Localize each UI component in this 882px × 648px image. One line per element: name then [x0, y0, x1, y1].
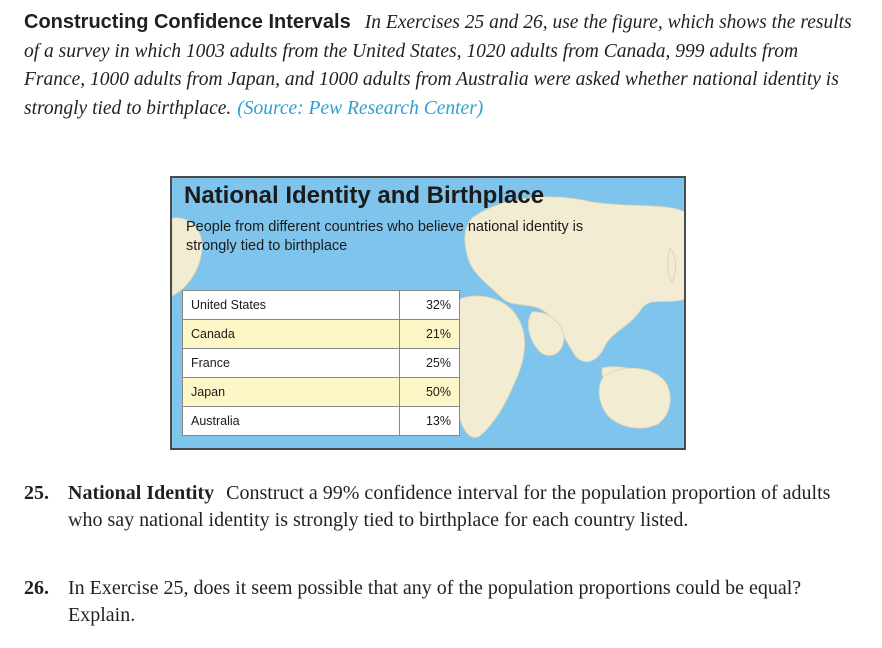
exercise-26: 26. In Exercise 25, does it seem possibl…	[24, 575, 860, 629]
table-row: Canada 21%	[182, 319, 460, 349]
table-row: France 25%	[182, 348, 460, 378]
americas-landmass	[172, 217, 203, 297]
exercise-25: 25. National Identity Construct a 99% con…	[24, 480, 860, 534]
results-table: United States 32% Canada 21% France 25% …	[182, 290, 460, 436]
source-citation: (Source: Pew Research Center)	[237, 97, 484, 119]
percent-cell: 32%	[399, 290, 460, 320]
table-row: Australia 13%	[182, 406, 460, 436]
australia-landmass	[598, 367, 671, 429]
country-cell: Japan	[182, 377, 400, 407]
percent-cell: 50%	[399, 377, 460, 407]
intro-paragraph: Constructing Confidence Intervals In Exer…	[24, 8, 860, 123]
table-row: Japan 50%	[182, 377, 460, 407]
exercise-text: In Exercise 25, does it seem possible th…	[68, 577, 802, 626]
exercise-number: 25.	[24, 482, 49, 504]
world-map-background	[172, 196, 684, 438]
country-cell: United States	[182, 290, 400, 320]
country-cell: Canada	[182, 319, 400, 349]
country-cell: France	[182, 348, 400, 378]
percent-cell: 25%	[399, 348, 460, 378]
exercise-title: National Identity	[68, 482, 215, 504]
percent-cell: 21%	[399, 319, 460, 349]
table-row: United States 32%	[182, 290, 460, 320]
exercise-text: Construct a 99% confidence interval for …	[68, 482, 831, 531]
figure-title: National Identity and Birthplace	[184, 182, 545, 209]
arabia-landmass	[527, 311, 565, 356]
percent-cell: 13%	[399, 406, 460, 436]
section-heading: Constructing Confidence Intervals	[24, 11, 351, 33]
exercise-number: 26.	[24, 577, 49, 599]
figure-subtitle: People from different countries who beli…	[186, 219, 584, 254]
survey-figure: National Identity and Birthplace People …	[170, 176, 686, 450]
country-cell: Australia	[182, 406, 400, 436]
japan-landmass	[667, 247, 676, 283]
europe-landmass	[464, 196, 684, 362]
intro-text: In Exercises 25 and 26, use the figure, …	[24, 12, 852, 119]
